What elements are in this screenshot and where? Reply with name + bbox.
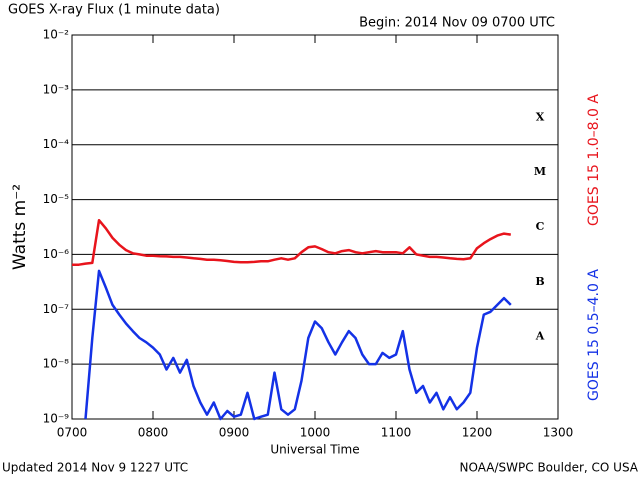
chart-title: GOES X-ray Flux (1 minute data) — [8, 3, 220, 18]
x-tick-label: 0900 — [219, 426, 250, 440]
series-line — [72, 218, 511, 266]
y-tick-label: 10⁻⁸ — [43, 357, 70, 371]
y-tick-label: 10⁻³ — [43, 82, 70, 96]
class-label: X — [536, 110, 545, 123]
x-tick-label: 1000 — [300, 426, 331, 440]
x-axis-label: Universal Time — [270, 443, 359, 457]
class-label: M — [534, 165, 546, 178]
y-tick-label: 10⁻⁵ — [43, 192, 70, 206]
plot-frame — [71, 34, 559, 420]
x-tick-label: 1200 — [462, 426, 493, 440]
x-tick-label: 1100 — [381, 426, 412, 440]
class-label: B — [535, 275, 544, 288]
y-tick-label: 10⁻⁹ — [43, 412, 70, 426]
footer-left: Updated 2014 Nov 9 1227 UTC — [2, 461, 188, 475]
y-axis-label: Watts m⁻² — [10, 184, 30, 270]
y-tick-label: 10⁻⁴ — [43, 137, 70, 151]
x-tick-label: 1300 — [543, 426, 574, 440]
chart-subtitle: Begin: 2014 Nov 09 0700 UTC — [359, 16, 555, 31]
class-label: A — [535, 330, 545, 343]
legend-entry: GOES 15 1.0–8.0 A — [586, 94, 602, 226]
class-label: C — [536, 220, 545, 233]
y-tick-label: 10⁻⁷ — [43, 302, 70, 316]
footer-right: NOAA/SWPC Boulder, CO USA — [460, 461, 639, 475]
y-tick-label: 10⁻⁶ — [43, 247, 70, 261]
legend-entry: GOES 15 0.5–4.0 A — [586, 269, 602, 401]
x-tick-label: 0700 — [57, 426, 88, 440]
x-tick-label: 0800 — [138, 426, 169, 440]
series-line — [84, 269, 512, 421]
y-tick-label: 10⁻² — [43, 28, 70, 42]
